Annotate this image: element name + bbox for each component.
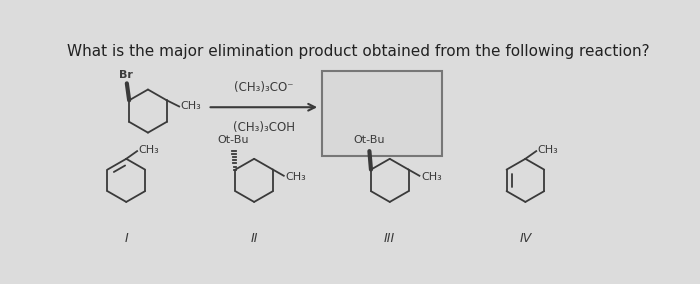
Text: CH₃: CH₃ xyxy=(421,172,442,181)
Text: I: I xyxy=(125,232,128,245)
Text: Br: Br xyxy=(119,70,133,80)
Text: CH₃: CH₃ xyxy=(181,101,202,111)
Text: CH₃: CH₃ xyxy=(139,145,160,155)
Text: Ot-Bu: Ot-Bu xyxy=(217,135,248,145)
Text: III: III xyxy=(384,232,395,245)
Text: Ot-Bu: Ot-Bu xyxy=(354,135,385,145)
Text: CH₃: CH₃ xyxy=(538,145,559,155)
Text: II: II xyxy=(251,232,258,245)
Text: (CH₃)₃CO⁻: (CH₃)₃CO⁻ xyxy=(234,81,294,94)
Text: IV: IV xyxy=(519,232,531,245)
Text: What is the major elimination product obtained from the following reaction?: What is the major elimination product ob… xyxy=(67,44,650,59)
Text: CH₃: CH₃ xyxy=(286,172,306,181)
Bar xyxy=(322,71,442,156)
Text: (CH₃)₃COH: (CH₃)₃COH xyxy=(233,121,295,134)
